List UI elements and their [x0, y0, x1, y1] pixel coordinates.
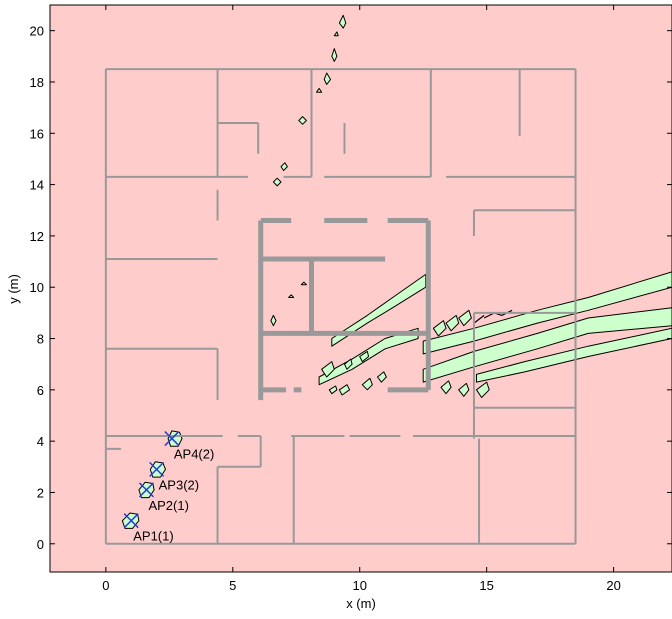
signal-region-29	[361, 377, 373, 391]
ap-marker-x-1	[123, 513, 139, 529]
ap-label-4: AP4(2)	[174, 447, 214, 462]
axes: 0 5 10 15 20 0 2 4 6 8 10 12 14 16 18 20	[30, 4, 672, 593]
signal-region-19	[300, 281, 307, 286]
signal-region-24	[458, 382, 470, 397]
signal-region-25	[440, 380, 452, 395]
y-tick-label: 12	[30, 229, 44, 244]
signal-region-28	[328, 385, 338, 395]
ap-label-2: AP2(1)	[148, 498, 188, 513]
signal-region-31	[344, 358, 353, 370]
signal-region-32	[359, 350, 370, 363]
signal-region-5	[167, 430, 183, 447]
signal-region-27	[338, 384, 351, 396]
signal-region-20	[432, 320, 447, 337]
floor-plan-walls	[104, 68, 577, 545]
signal-region-10	[333, 31, 339, 37]
signal-region-23	[476, 381, 490, 398]
x-tick-label: 0	[102, 578, 109, 593]
y-tick-label: 16	[30, 126, 44, 141]
ap-label-3: AP3(2)	[159, 477, 199, 492]
signal-region-1	[422, 307, 672, 383]
signal-region-12	[323, 72, 331, 85]
ap-marker-x-4	[164, 431, 180, 447]
signal-region-15	[280, 162, 288, 171]
signal-region-2	[476, 327, 672, 383]
y-tick-label: 18	[30, 75, 44, 90]
signal-region-18	[288, 294, 295, 298]
x-axis-label: x (m)	[346, 596, 376, 611]
ap-marker-x-2	[138, 482, 155, 498]
y-axis-label: y (m)	[6, 274, 21, 304]
signal-region-9	[338, 14, 347, 29]
y-tick-label: 8	[37, 332, 44, 347]
signal-region-17	[270, 314, 277, 327]
y-tick-label: 10	[30, 280, 44, 295]
y-tick-label: 0	[37, 537, 44, 552]
signal-region-14	[298, 116, 307, 125]
access-points: AP1(1) AP2(1) AP3(2) AP4(2)	[123, 431, 214, 544]
access-point-4: AP4(2)	[164, 431, 214, 462]
y-tick-label: 14	[30, 178, 44, 193]
ap-label-1: AP1(1)	[133, 529, 173, 544]
signal-region-3	[331, 273, 427, 347]
signal-region-22	[458, 309, 472, 327]
y-tick-label: 4	[37, 434, 44, 449]
x-tick-label: 20	[606, 578, 620, 593]
signal-region-6	[149, 461, 166, 478]
signal-region-26	[321, 361, 335, 378]
signal-region-13	[316, 87, 323, 93]
x-tick-label: 15	[479, 578, 493, 593]
x-tick-label: 10	[352, 578, 366, 593]
y-tick-label: 2	[37, 485, 44, 500]
signal-region-30	[377, 371, 387, 383]
plot-frame-rect	[49, 4, 672, 573]
signal-region-16	[272, 177, 282, 187]
y-tick-label: 6	[37, 383, 44, 398]
x-tick-label: 5	[229, 578, 236, 593]
contour-line-1	[473, 314, 485, 324]
signal-region-11	[331, 48, 338, 62]
access-point-1: AP1(1)	[123, 513, 174, 544]
access-point-2: AP2(1)	[138, 482, 189, 513]
y-tick-label: 20	[30, 24, 44, 39]
access-point-3: AP3(2)	[149, 461, 199, 492]
ap-marker-x-3	[149, 461, 165, 477]
signal-region-21	[445, 314, 460, 332]
